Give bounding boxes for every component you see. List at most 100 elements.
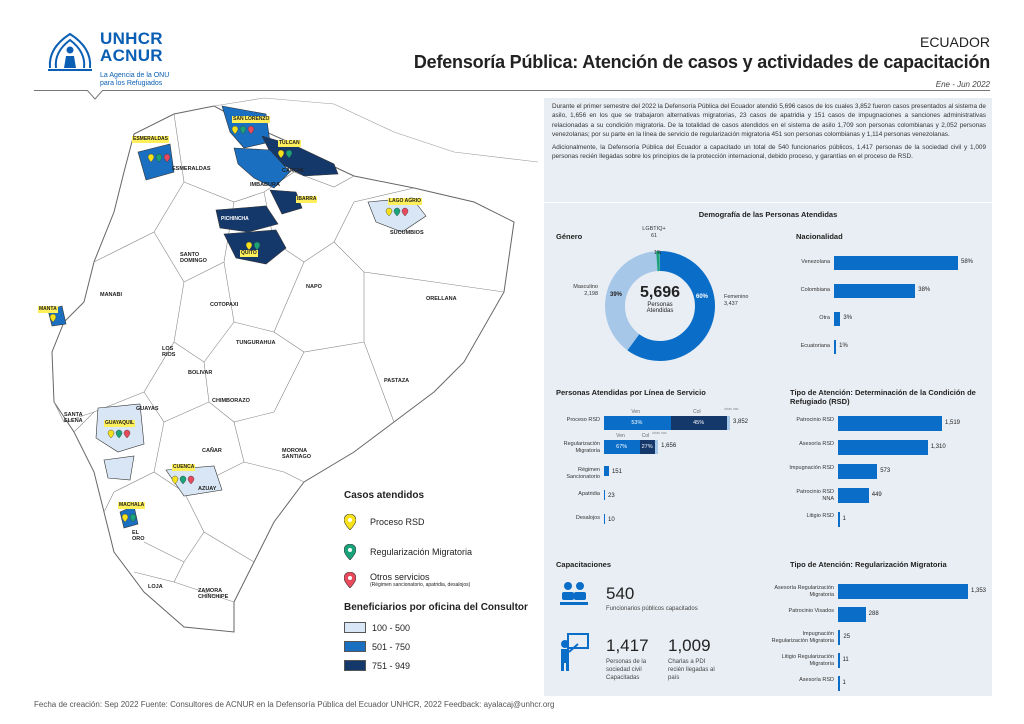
province-label: CARCHI xyxy=(282,168,304,174)
linea-total: 1,656 xyxy=(661,443,677,449)
linea-bar-ven xyxy=(604,416,671,430)
linea-ven-label: Ven xyxy=(631,409,640,415)
map-svg xyxy=(47,97,538,633)
tipo-rsd-title: Tipo de Atención: Determinación de la Co… xyxy=(790,388,976,406)
reg-label: Patrocinio Visados xyxy=(788,608,834,614)
office-label: PICHINCHA xyxy=(221,216,249,222)
office-label: MACHALA xyxy=(118,502,146,509)
rsd-value: 449 xyxy=(871,492,882,498)
office-carchi xyxy=(233,147,291,189)
linea-col-label: Col xyxy=(641,433,650,439)
nat-bar xyxy=(834,256,958,270)
province-label: BOLIVAR xyxy=(188,370,213,376)
province-label: CHIMBORAZO xyxy=(212,398,250,404)
nat-value: 38% xyxy=(918,287,931,293)
capac-l3: Charlas a PDI recién llegadas al país xyxy=(668,659,715,681)
page-title: Defensoría Pública: Atención de casos y … xyxy=(413,52,990,72)
reg-bar xyxy=(838,653,840,668)
nat-bar xyxy=(834,284,916,298)
legend-ben-title: Beneficiarios por oficina del Consultor xyxy=(344,602,528,613)
training-officials-icon xyxy=(560,582,588,605)
nat-value: 1% xyxy=(839,343,848,349)
nat-bar xyxy=(834,340,837,354)
pin-green-icon xyxy=(344,544,356,560)
reg-value: 288 xyxy=(868,611,879,617)
linea-bar xyxy=(604,490,605,500)
capac-l2: Personas de la sociedad civil Capacitada… xyxy=(606,659,647,681)
ecuador-map: SAN LORENZO ESMERALDAS TULCAN IBARRA LAG… xyxy=(34,92,538,692)
swatch-light xyxy=(344,622,366,633)
reg-label: Litigio Regularización Migratoria xyxy=(781,654,834,667)
reg-label: Asesoría RSD xyxy=(799,677,834,683)
province-label: LOJA xyxy=(148,584,163,590)
legend-range-3: 751 - 949 xyxy=(344,660,410,671)
office-label: GUAYAQUIL xyxy=(104,420,136,427)
linea-ven-label: Ven xyxy=(616,433,625,439)
reg-label: Asesoría Regularización Migratoria xyxy=(774,585,834,598)
logo-subtitle: La Agencia de la ONU para los Refugiados xyxy=(100,72,169,88)
map-pins xyxy=(49,125,409,523)
pin-red-icon xyxy=(344,572,356,588)
linea-otras-label: otras nac. xyxy=(724,407,740,411)
masc-pct: 39% xyxy=(610,292,623,298)
lgbti-value: 61 xyxy=(650,232,658,239)
training-civil-icon xyxy=(561,633,589,671)
rsd-label: Asesoría RSD xyxy=(799,441,834,447)
legend-pin-label: Regularización Migratoria xyxy=(370,547,473,557)
reg-value: 25 xyxy=(843,634,851,640)
rsd-label: Litigio RSD xyxy=(806,513,834,519)
reg-value: 1,353 xyxy=(971,588,987,594)
office-guayaquil xyxy=(95,403,145,453)
province-label: ESMERALDAS xyxy=(172,166,211,172)
intro-text: Durante el primer semestre del 2022 la D… xyxy=(552,102,986,164)
capac-n1: 540 xyxy=(606,584,635,603)
rsd-bar xyxy=(838,440,928,455)
linea-total: 3,852 xyxy=(733,419,749,425)
logo-sub-2: para los Refugiados xyxy=(100,80,163,87)
rsd-bar xyxy=(838,512,840,527)
province-label: LOS RIOS xyxy=(162,346,176,358)
legend-pin-rsd: Proceso RSD xyxy=(344,514,425,530)
gender-donut xyxy=(605,251,715,361)
reg-value: 1 xyxy=(842,680,846,686)
linea-col-pct: 45% xyxy=(693,420,705,426)
swatch-dark xyxy=(344,660,366,671)
province-label: MORONA SANTIAGO xyxy=(282,448,312,460)
office-label: ESMERALDAS xyxy=(132,136,170,143)
footer: Fecha de creación: Sep 2022 Fuente: Cons… xyxy=(34,700,555,709)
intro-paragraph-2: Adicionalmente, la Defensoría Pública de… xyxy=(552,143,986,161)
reg-bar xyxy=(838,676,840,691)
donut-center: 5,696 Personas Atendidas xyxy=(630,284,690,314)
lgbti-label: LGBTIQ+ 61 xyxy=(634,226,674,239)
reg-value: 11 xyxy=(842,657,849,663)
province-label: TUNGURAHUA xyxy=(236,340,276,346)
province-label: CAÑAR xyxy=(202,448,222,454)
donut-sub-1: Personas xyxy=(647,302,673,308)
linea-label: Apatridia xyxy=(578,491,600,497)
logo-sub-1: La Agencia de la ONU xyxy=(100,72,170,79)
fem-value: 3,437 xyxy=(724,300,738,307)
province-label: IMBABURA xyxy=(250,182,280,188)
linea-bar xyxy=(604,466,609,476)
province-label: PASTAZA xyxy=(384,378,410,384)
linea-bar-col xyxy=(670,416,728,430)
divider-notch xyxy=(87,90,103,100)
nat-label: Colombiana xyxy=(800,287,830,293)
office-label: MANTA xyxy=(38,306,58,313)
linea-label: Régimen Sancionatorio xyxy=(566,467,600,480)
linea-bar-otras xyxy=(727,416,730,430)
legend-pin-reg: Regularización Migratoria xyxy=(344,544,472,560)
office-cuenca xyxy=(165,465,223,497)
rsd-bar xyxy=(838,416,942,431)
period-label: Ene - Jun 2022 xyxy=(935,80,990,89)
legend-range-label: 100 - 500 xyxy=(372,622,411,633)
legend-pin-label: Proceso RSD xyxy=(370,517,425,527)
legend-range-2: 501 - 750 xyxy=(344,641,410,652)
province-label: SANTO DOMINGO xyxy=(180,252,207,264)
linea-otras-label: otras nac. xyxy=(652,431,668,435)
linea-bar-ven xyxy=(604,440,641,454)
demo-title: Demografía de las Personas Atendidas xyxy=(698,210,838,219)
linea-col-label: Col xyxy=(693,409,701,415)
office-label: SAN LORENZO xyxy=(232,116,271,123)
intro-paragraph-1: Durante el primer semestre del 2022 la D… xyxy=(552,103,986,139)
